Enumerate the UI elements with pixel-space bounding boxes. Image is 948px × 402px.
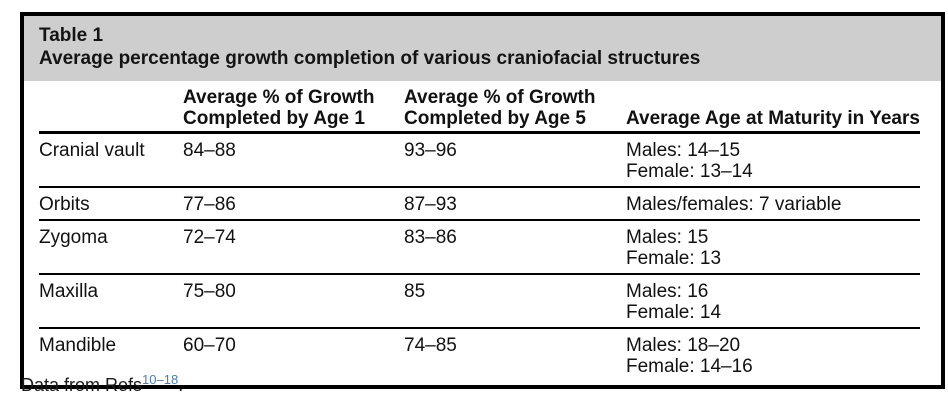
table-row-maxilla: Maxilla 75–80 85 Males: 16 Female: 14 [39,275,920,329]
cell-structure: Orbits [39,194,90,215]
cell-age1: 60–70 [183,335,236,356]
cell-age1: 72–74 [183,227,236,248]
table-row-orbits: Orbits 77–86 87–93 Males/females: 7 vari… [39,188,920,221]
cell-maturity: Males/females: 7 variable [626,194,842,215]
cell-maturity: Males: 16 Female: 14 [626,281,722,323]
cell-age1: 77–86 [183,194,236,215]
footnote-period: . [178,375,184,395]
cell-age5: 93–96 [404,140,457,161]
column-header-age1: Average % of Growth Completed by Age 1 [183,87,375,129]
table-row-cranial-vault: Cranial vault 84–88 93–96 Males: 14–15 F… [39,134,920,188]
table-title: Average percentage growth completion of … [39,48,701,69]
column-header-row: Average % of Growth Completed by Age 1 A… [39,87,920,134]
footnote-text: Data from Refs [21,375,143,395]
cell-maturity: Males: 14–15 Female: 13–14 [626,140,753,182]
cell-age5: 74–85 [404,335,457,356]
table-body: Average % of Growth Completed by Age 1 A… [24,81,941,385]
cell-maturity: Males: 15 Female: 13 [626,227,722,269]
table-caption: Table 1 Average percentage growth comple… [24,16,941,81]
table-1: Table 1 Average percentage growth comple… [20,12,945,389]
reference-link[interactable]: 10–18 [142,372,179,387]
cell-structure: Cranial vault [39,140,145,161]
cell-structure: Zygoma [39,227,108,248]
cell-maturity: Males: 18–20 Female: 14–16 [626,335,753,377]
cell-structure: Mandible [39,335,117,356]
table-footnote: Data from Refs10–18. [21,372,184,396]
cell-age1: 75–80 [183,281,236,302]
cell-age5: 83–86 [404,227,457,248]
cell-age5: 87–93 [404,194,457,215]
column-header-maturity: Average Age at Maturity in Years [626,108,920,129]
cell-structure: Maxilla [39,281,99,302]
cell-age1: 84–88 [183,140,236,161]
table-row-zygoma: Zygoma 72–74 83–86 Males: 15 Female: 13 [39,221,920,275]
cell-age5: 85 [404,281,426,302]
table-number: Table 1 [39,25,104,46]
table-row-mandible: Mandible 60–70 74–85 Males: 18–20 Female… [39,329,920,385]
column-header-age5: Average % of Growth Completed by Age 5 [404,87,596,129]
